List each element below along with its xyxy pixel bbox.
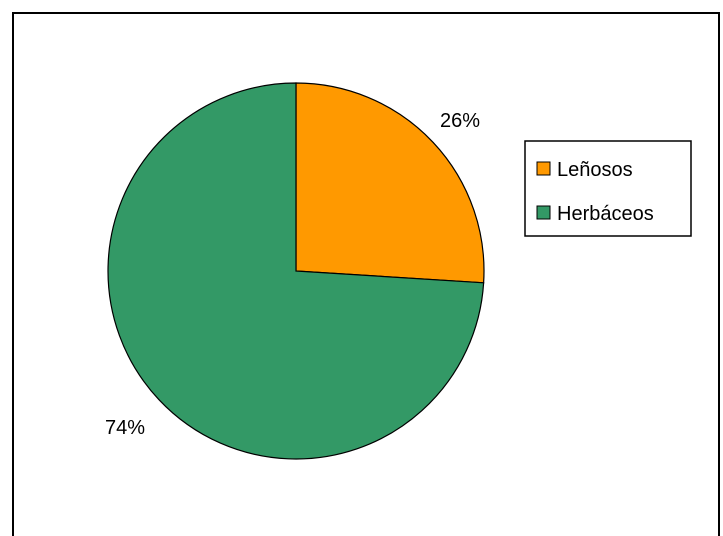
legend-swatch-lenosos bbox=[536, 161, 551, 176]
legend-box bbox=[524, 140, 692, 237]
pie-slice-lenosos bbox=[295, 82, 485, 284]
legend-label-herbaceos: Herbáceos bbox=[557, 203, 654, 225]
legend: Leñosos Herbáceos bbox=[524, 140, 692, 237]
pie-slice-herbaceos bbox=[107, 82, 485, 460]
slice-label-herbaceos: 74% bbox=[105, 417, 145, 439]
legend-swatch-herbaceos bbox=[536, 205, 551, 220]
slice-label-lenosos: 26% bbox=[440, 110, 480, 132]
legend-label-lenosos: Leñosos bbox=[557, 159, 633, 181]
